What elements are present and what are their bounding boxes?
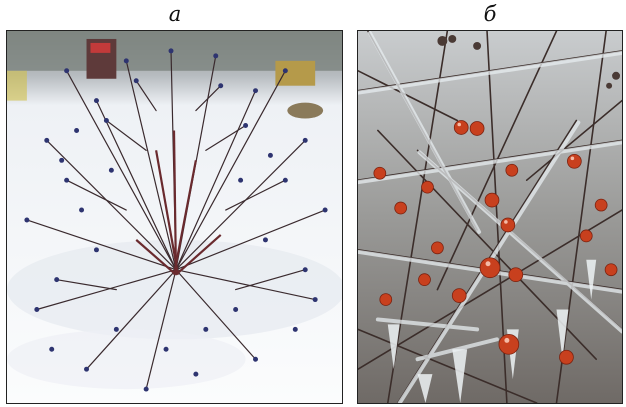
bush-stems bbox=[135, 130, 222, 276]
bush-branches bbox=[26, 50, 326, 390]
iced-berries-illustration bbox=[358, 31, 622, 403]
bush-snow-illustration bbox=[7, 31, 342, 403]
berry-highlights bbox=[457, 122, 575, 343]
panel-b-label: б bbox=[483, 2, 497, 26]
photo-bush-in-snow bbox=[6, 30, 343, 404]
background-scene bbox=[7, 31, 342, 119]
panel-a-label: а bbox=[168, 2, 182, 26]
dark-hips bbox=[437, 34, 621, 89]
snow-shading bbox=[7, 239, 342, 390]
photo-iced-berries bbox=[357, 30, 623, 404]
dark-berries bbox=[24, 48, 328, 392]
